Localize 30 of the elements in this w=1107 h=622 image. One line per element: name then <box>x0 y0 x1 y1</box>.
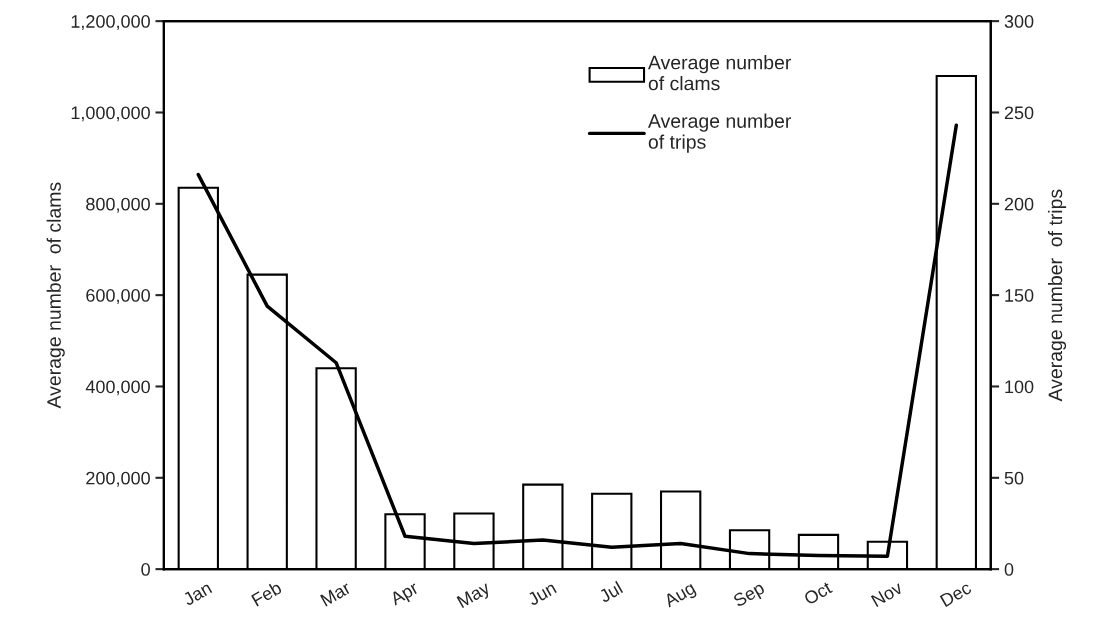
x-tick-label: Jul <box>597 580 624 604</box>
x-tick-label: Nov <box>870 580 904 608</box>
y2-tick-label: 150 <box>1005 289 1034 302</box>
x-tick-label: Jun <box>526 581 557 607</box>
y2-tick-label: 50 <box>1004 471 1024 485</box>
y2-tick-label: 250 <box>1004 106 1034 120</box>
x-tick-label: Apr <box>389 580 422 609</box>
y2-tick-label: 100 <box>1005 380 1034 394</box>
x-tick-label: Sep <box>732 581 768 611</box>
y2-axis-title: Average number of trips <box>1047 189 1067 402</box>
x-tick-label: Dec <box>939 581 973 608</box>
y-tick-label: 0 <box>141 563 150 576</box>
legend-label: Average number of clams <box>647 55 792 91</box>
y-tick-label: 800,000 <box>86 197 150 213</box>
y-tick-label: 1,200,000 <box>71 15 150 30</box>
x-tick-label: Aug <box>662 581 698 611</box>
y2-tick-label: 0 <box>1004 563 1014 576</box>
y-tick-label: 400,000 <box>85 380 150 396</box>
x-tick-label: May <box>456 580 493 612</box>
y2-tick-label: 200 <box>1004 197 1034 211</box>
x-tick-label: Jan <box>182 581 213 607</box>
y-tick-label: 200,000 <box>86 471 150 487</box>
y-axis-title: Average number of clams <box>46 182 65 409</box>
x-tick-label: Oct <box>803 580 833 606</box>
y-tick-label: 600,000 <box>86 289 150 304</box>
x-tick-label: Feb <box>250 580 283 607</box>
y-tick-label: 1,000,000 <box>71 106 150 122</box>
y2-tick-label: 300 <box>1004 15 1034 28</box>
legend-label: Average number of trips <box>647 113 792 153</box>
x-tick-label: Mar <box>320 580 352 607</box>
